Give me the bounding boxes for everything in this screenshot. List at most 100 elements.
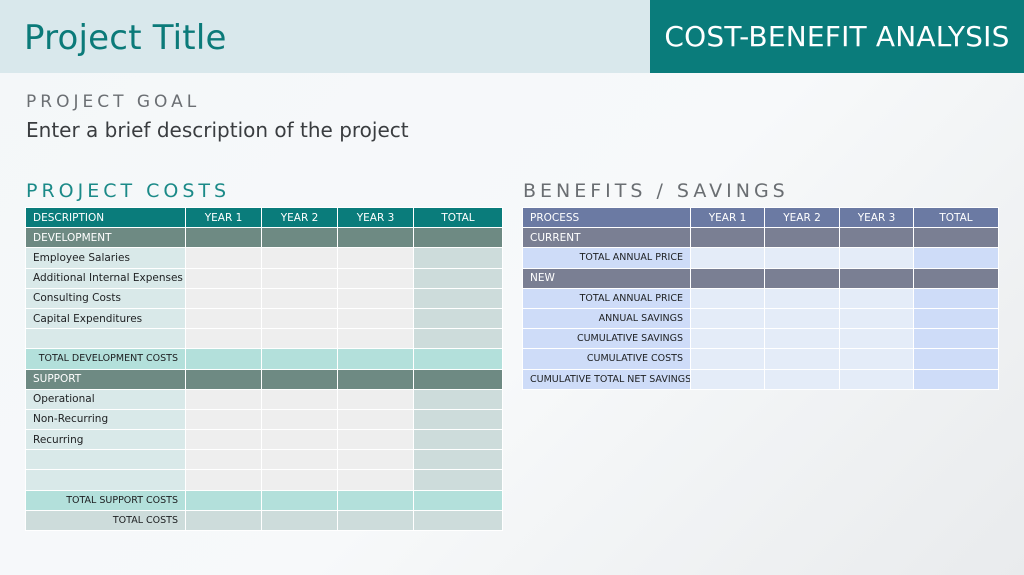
table-cell[interactable] [261, 267, 338, 289]
row-total-cell[interactable] [413, 328, 503, 350]
table-cell[interactable] [690, 348, 765, 370]
row-label[interactable] [25, 449, 186, 471]
table-cell[interactable] [261, 388, 338, 410]
table-cell[interactable] [185, 287, 262, 309]
table-cell[interactable] [185, 469, 262, 491]
table-cell[interactable] [261, 408, 338, 431]
row-label[interactable]: Recurring [25, 429, 186, 451]
table-cell[interactable] [185, 429, 262, 451]
table-cell[interactable] [261, 449, 338, 471]
table-cell[interactable] [337, 429, 414, 451]
table-cell[interactable] [185, 267, 262, 289]
row-total-cell[interactable] [413, 469, 503, 491]
row-label[interactable]: Non-Recurring [25, 408, 186, 431]
table-cell[interactable] [764, 287, 840, 309]
table-cell[interactable] [337, 227, 414, 249]
table-cell[interactable] [261, 328, 338, 350]
table-cell[interactable] [690, 368, 765, 390]
table-cell[interactable] [261, 368, 338, 390]
row-label[interactable] [25, 469, 186, 491]
table-cell[interactable] [337, 388, 414, 410]
row-total-cell[interactable] [913, 328, 999, 350]
table-cell[interactable] [413, 509, 503, 532]
row-label[interactable]: Capital Expenditures [25, 307, 186, 330]
row-total-cell[interactable] [913, 307, 999, 330]
table-cell[interactable] [764, 267, 840, 289]
table-cell[interactable] [337, 267, 414, 289]
table-cell[interactable] [185, 388, 262, 410]
table-cell[interactable] [839, 368, 914, 390]
table-cell[interactable] [764, 328, 840, 350]
table-cell[interactable] [185, 368, 262, 390]
table-cell[interactable] [337, 348, 414, 370]
row-label[interactable]: Consulting Costs [25, 287, 186, 309]
table-cell[interactable] [413, 348, 503, 370]
row-total-cell[interactable] [413, 408, 503, 431]
table-cell[interactable] [690, 307, 765, 330]
project-title[interactable]: Project Title [24, 18, 227, 58]
row-label[interactable]: Employee Salaries [25, 247, 186, 269]
row-total-cell[interactable] [913, 287, 999, 309]
table-cell[interactable] [839, 328, 914, 350]
table-cell[interactable] [764, 247, 840, 269]
row-total-cell[interactable] [413, 287, 503, 309]
table-cell[interactable] [337, 469, 414, 491]
table-cell[interactable] [764, 348, 840, 370]
row-total-cell[interactable] [413, 307, 503, 330]
table-cell[interactable] [261, 227, 338, 249]
table-cell[interactable] [413, 368, 503, 390]
table-cell[interactable] [413, 489, 503, 511]
row-total-cell[interactable] [913, 247, 999, 269]
table-cell[interactable] [690, 287, 765, 309]
table-cell[interactable] [261, 509, 338, 532]
table-cell[interactable] [764, 307, 840, 330]
table-cell[interactable] [839, 267, 914, 289]
table-cell[interactable] [337, 408, 414, 431]
table-cell[interactable] [839, 307, 914, 330]
table-cell[interactable] [185, 348, 262, 370]
row-total-cell[interactable] [913, 348, 999, 370]
table-cell[interactable] [764, 368, 840, 390]
table-cell[interactable] [185, 328, 262, 350]
table-cell[interactable] [337, 307, 414, 330]
table-cell[interactable] [261, 348, 338, 370]
table-cell[interactable] [337, 489, 414, 511]
table-cell[interactable] [690, 247, 765, 269]
table-cell[interactable] [261, 429, 338, 451]
row-total-cell[interactable] [413, 429, 503, 451]
table-cell[interactable] [261, 489, 338, 511]
table-cell[interactable] [185, 489, 262, 511]
table-cell[interactable] [337, 509, 414, 532]
table-cell[interactable] [913, 267, 999, 289]
row-total-cell[interactable] [913, 368, 999, 390]
table-cell[interactable] [337, 247, 414, 269]
table-cell[interactable] [185, 449, 262, 471]
row-label[interactable] [25, 328, 186, 350]
table-cell[interactable] [690, 267, 765, 289]
table-cell[interactable] [185, 408, 262, 431]
table-cell[interactable] [413, 227, 503, 249]
table-cell[interactable] [839, 247, 914, 269]
table-cell[interactable] [337, 287, 414, 309]
table-cell[interactable] [839, 227, 914, 249]
table-cell[interactable] [185, 247, 262, 269]
table-cell[interactable] [690, 328, 765, 350]
row-label[interactable]: Additional Internal Expenses [25, 267, 186, 289]
table-cell[interactable] [185, 307, 262, 330]
table-cell[interactable] [839, 287, 914, 309]
table-cell[interactable] [261, 247, 338, 269]
table-cell[interactable] [337, 328, 414, 350]
row-total-cell[interactable] [413, 388, 503, 410]
row-total-cell[interactable] [413, 247, 503, 269]
row-total-cell[interactable] [413, 267, 503, 289]
table-cell[interactable] [913, 227, 999, 249]
table-cell[interactable] [764, 227, 840, 249]
row-total-cell[interactable] [413, 449, 503, 471]
table-cell[interactable] [185, 227, 262, 249]
row-label[interactable]: Operational [25, 388, 186, 410]
table-cell[interactable] [185, 509, 262, 532]
table-cell[interactable] [261, 307, 338, 330]
project-goal-text[interactable]: Enter a brief description of the project [26, 118, 409, 142]
analysis-title[interactable]: COST-BENEFIT ANALYSIS [650, 0, 1024, 73]
table-cell[interactable] [839, 348, 914, 370]
